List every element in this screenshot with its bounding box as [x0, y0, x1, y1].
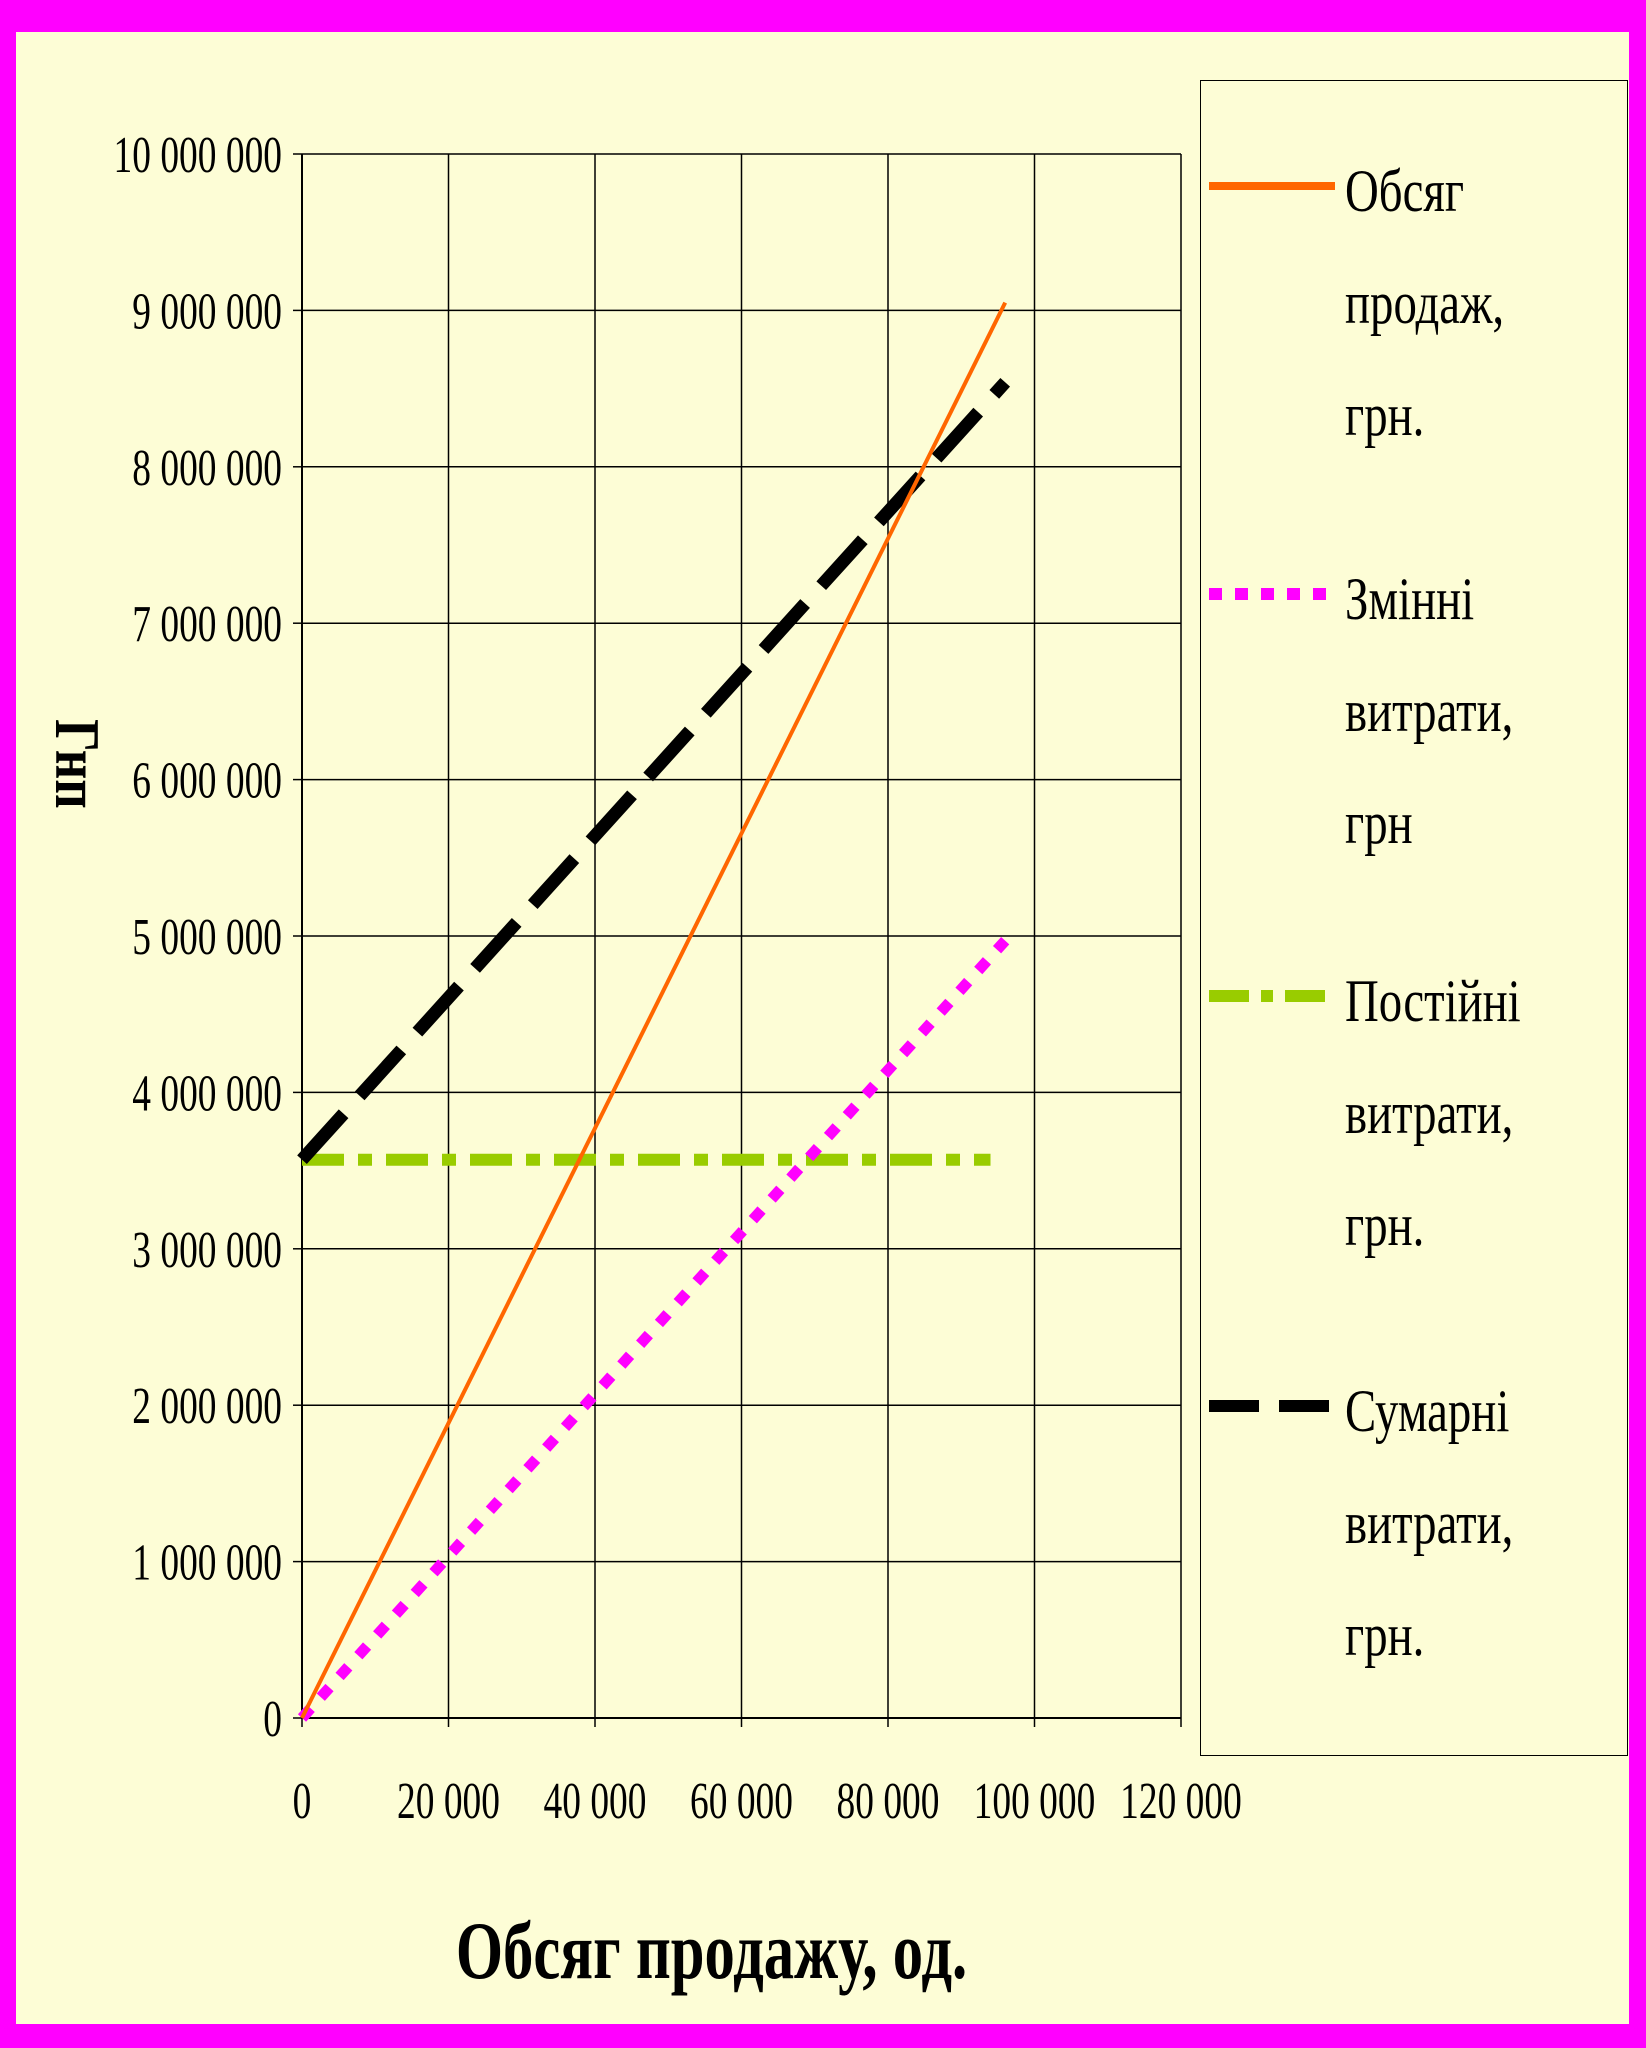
legend-swatch-variable — [1209, 587, 1335, 601]
x-tick-label: 40 000 — [544, 1772, 647, 1829]
y-axis-label: Гнп — [42, 719, 114, 809]
y-tick-label: 3 000 000 — [132, 1221, 282, 1278]
y-tick-labels: 0 1 000 000 2 000 000 3 000 000 4 000 000 5 0… — [114, 126, 282, 1747]
legend-label-sales: Обсяг продаж, грн. — [1345, 158, 1505, 448]
legend-label-total: Сумарні витрати, грн. — [1345, 1378, 1514, 1668]
x-tick-label: 60 000 — [690, 1772, 793, 1829]
x-axis-label: Обсяг продажу, од. — [456, 1905, 967, 1996]
x-tick-label: 20 000 — [397, 1772, 500, 1829]
series-line-4 — [297, 377, 1011, 1165]
x-tick-label: 80 000 — [837, 1772, 940, 1829]
y-tick-label: 0 — [263, 1690, 282, 1747]
x-tick-labels: 0 20 000 40 000 60 000 80 000 100 000 120 000 — [293, 1772, 1242, 1829]
y-tick-label: 6 000 000 — [132, 752, 282, 809]
series-line-2 — [297, 937, 1010, 1722]
legend: Обсяг продаж, грн. Змінні витрати, грн П… — [1200, 80, 1628, 1756]
y-tick-label: 2 000 000 — [132, 1377, 282, 1434]
y-tick-label: 10 000 000 — [114, 126, 282, 183]
grid — [302, 153, 1182, 1718]
legend-swatch-total — [1209, 1399, 1335, 1413]
axes — [293, 153, 1182, 1727]
y-tick-label: 7 000 000 — [132, 595, 282, 652]
chart-frame: 0 1 000 000 2 000 000 3 000 000 4 000 000 5 0… — [16, 32, 1629, 2024]
y-tick-label: 8 000 000 — [132, 439, 282, 496]
legend-label-variable: Змінні витрати, грн — [1345, 566, 1514, 856]
legend-swatch-sales — [1209, 179, 1335, 193]
chart-canvas: 0 1 000 000 2 000 000 3 000 000 4 000 000 5 0… — [42, 126, 1242, 1996]
x-tick-label: 0 — [293, 1772, 312, 1829]
y-tick-label: 4 000 000 — [132, 1064, 282, 1121]
y-tick-label: 5 000 000 — [132, 908, 282, 965]
y-tick-label: 1 000 000 — [132, 1534, 282, 1591]
legend-label-fixed: Постійні витрати, грн. — [1345, 968, 1521, 1258]
x-tick-label: 120 000 — [1120, 1772, 1242, 1829]
legend-swatch-fixed — [1209, 989, 1335, 1003]
x-tick-label: 100 000 — [974, 1772, 1096, 1829]
series-lines — [297, 301, 1011, 1722]
series-line-1 — [300, 301, 1007, 1719]
y-tick-label: 9 000 000 — [132, 282, 282, 339]
